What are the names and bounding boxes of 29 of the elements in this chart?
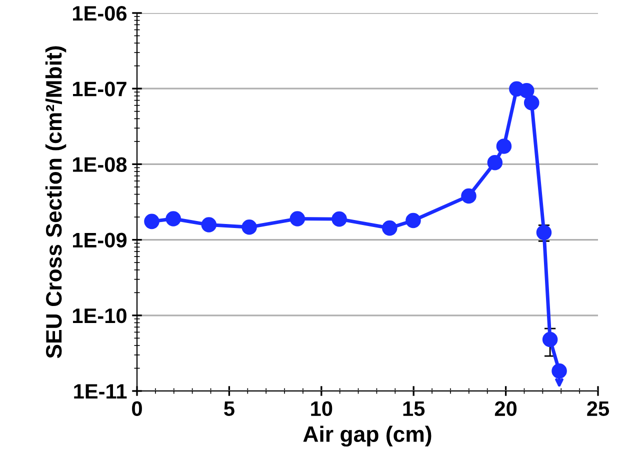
point: [166, 211, 181, 226]
point: [332, 211, 347, 227]
y-tick-label: 1E-08: [73, 157, 127, 172]
x-axis-title: Air gap (cm): [303, 426, 432, 447]
point: [144, 214, 160, 230]
x-tick-label: 20: [494, 401, 517, 416]
y-tick-label: 1E-11: [74, 384, 127, 399]
point: [461, 188, 476, 204]
point: [552, 363, 567, 379]
point: [290, 211, 306, 226]
point: [242, 220, 257, 235]
point: [542, 332, 558, 348]
y-axis-title: SEU Cross Section (cm²/Mbit): [45, 46, 66, 358]
point: [201, 217, 217, 232]
point: [382, 220, 398, 236]
x-tick-label: 25: [587, 401, 610, 416]
y-tick-label: 1E-10: [73, 308, 126, 324]
y-tick-label: 1E-09: [73, 232, 127, 248]
point: [524, 95, 540, 110]
point: [496, 138, 512, 154]
point: [519, 82, 534, 98]
y-tick-label: 1E-06: [73, 6, 127, 21]
x-tick-label: 15: [403, 401, 425, 416]
x-tick-label: 10: [311, 401, 332, 416]
point: [487, 154, 503, 170]
x-tick-label: 5: [224, 401, 234, 416]
x-tick-label: 0: [132, 401, 142, 416]
point: [406, 212, 421, 228]
y-tick-label: 1E-07: [73, 82, 126, 96]
